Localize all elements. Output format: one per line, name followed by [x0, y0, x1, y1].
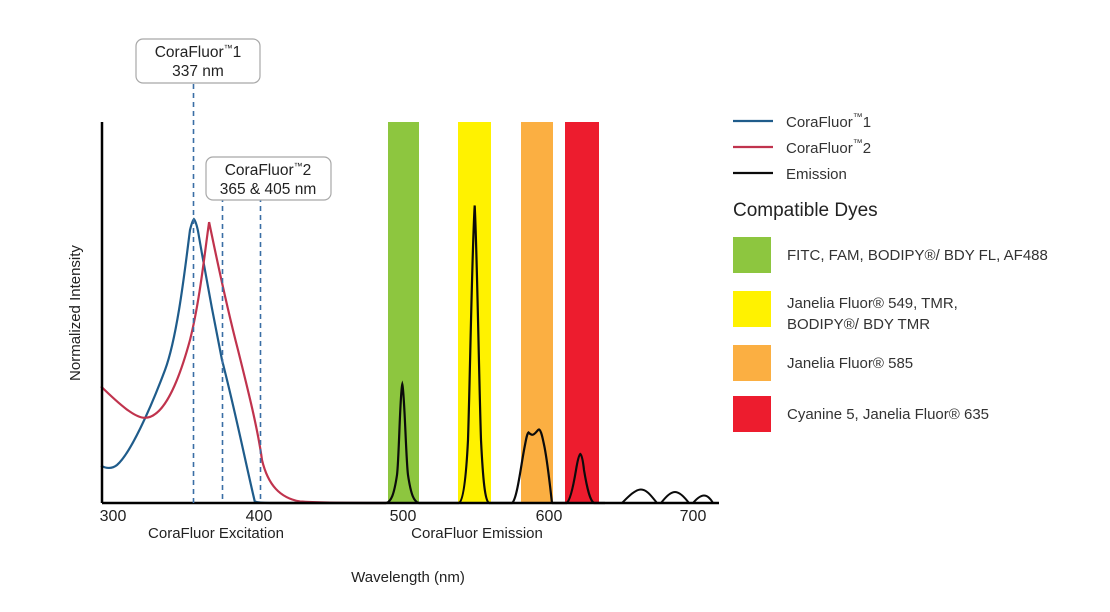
- svg-text:337 nm: 337 nm: [172, 63, 224, 80]
- svg-text:700: 700: [680, 508, 707, 525]
- svg-text:600: 600: [536, 508, 563, 525]
- svg-text:365 & 405 nm: 365 & 405 nm: [220, 181, 317, 198]
- svg-text:Wavelength (nm): Wavelength (nm): [351, 569, 465, 586]
- svg-text:Emission: Emission: [786, 166, 847, 183]
- svg-text:Cyanine 5, Janelia Fluor® 635: Cyanine 5, Janelia Fluor® 635: [787, 406, 989, 423]
- svg-text:Janelia Fluor® 549, TMR,: Janelia Fluor® 549, TMR,: [787, 295, 958, 312]
- svg-text:500: 500: [390, 508, 417, 525]
- svg-text:Janelia Fluor® 585: Janelia Fluor® 585: [787, 355, 913, 372]
- svg-text:Normalized Intensity: Normalized Intensity: [67, 245, 84, 381]
- svg-text:300: 300: [100, 508, 127, 525]
- svg-text:FITC, FAM, BODIPY®/ BDY FL, AF: FITC, FAM, BODIPY®/ BDY FL, AF488: [787, 247, 1048, 264]
- svg-text:CoraFluor™1: CoraFluor™1: [786, 112, 871, 131]
- svg-text:CoraFluor™2: CoraFluor™2: [786, 138, 871, 157]
- svg-text:Compatible Dyes: Compatible Dyes: [733, 200, 878, 221]
- svg-text:CoraFluor Emission: CoraFluor Emission: [411, 525, 543, 542]
- svg-text:BODIPY®/ BDY TMR: BODIPY®/ BDY TMR: [787, 316, 930, 333]
- svg-text:400: 400: [246, 508, 273, 525]
- svg-text:CoraFluor Excitation: CoraFluor Excitation: [148, 525, 284, 542]
